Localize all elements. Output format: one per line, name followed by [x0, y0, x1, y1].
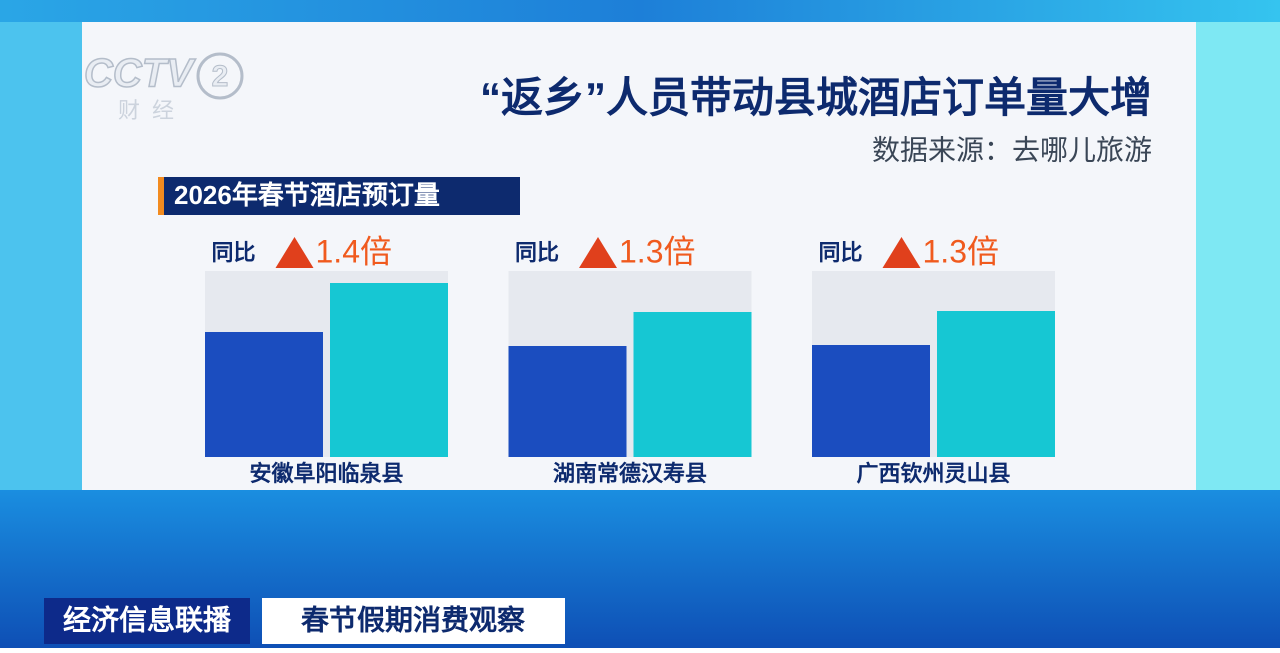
chart-subtitle: 2026年春节酒店预订量	[174, 180, 440, 210]
bar	[330, 283, 448, 457]
bar	[508, 346, 627, 457]
bar	[937, 311, 1055, 457]
ticker-topic-box	[262, 598, 565, 644]
up-triangle	[882, 237, 921, 268]
annotation-value: 1.3倍	[923, 233, 1000, 269]
annotation-value: 1.3倍	[619, 233, 696, 269]
category-label: 湖南常德汉寿县	[553, 461, 707, 486]
logo-name: 财经	[118, 98, 186, 123]
bar	[205, 332, 323, 457]
annotation-value: 1.4倍	[316, 233, 393, 269]
bar	[812, 345, 930, 457]
logo-ring	[196, 52, 244, 100]
chart-source: 数据来源：去哪儿旅游	[872, 134, 1152, 165]
logo: CCTV 2 财经	[83, 51, 244, 123]
up-triangle	[275, 237, 314, 268]
ticker-program-box	[44, 598, 250, 644]
subtitle-box	[164, 177, 520, 215]
annotation-prefix: 同比	[819, 240, 863, 265]
annotation-prefix: 同比	[212, 240, 256, 265]
up-triangle	[579, 237, 617, 268]
side-panel	[1196, 22, 1280, 490]
category-label: 安徽阜阳临泉县	[249, 461, 403, 486]
subtitle-accent	[158, 177, 164, 215]
category-label: 广西钦州灵山县	[856, 461, 1010, 486]
bar	[633, 312, 752, 457]
ticker-program: 经济信息联播	[63, 603, 232, 635]
annotation-prefix: 同比	[515, 240, 559, 265]
logo-brand: CCTV	[84, 52, 196, 96]
side-panel	[0, 22, 82, 490]
ticker-topic: 春节假期消费观察	[301, 604, 526, 635]
logo-number: 2	[212, 60, 229, 93]
chart-title: “返乡”人员带动县城酒店订单量大增	[480, 74, 1152, 121]
